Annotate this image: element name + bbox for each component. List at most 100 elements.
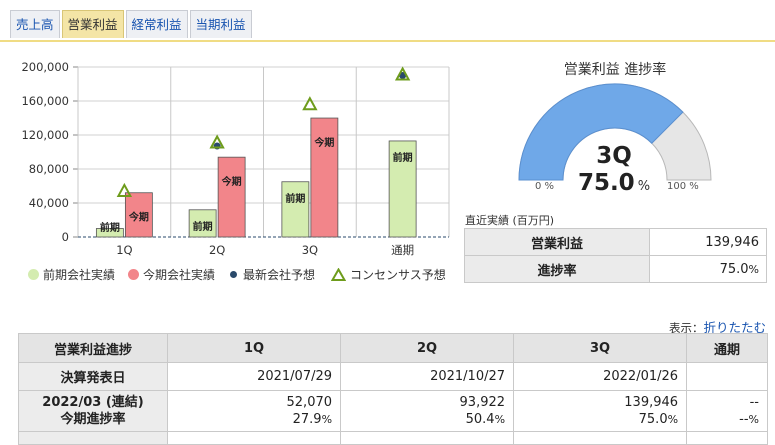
recent-table: 営業利益 139,946 進捗率 75.0% [464,228,767,283]
gauge-percent: 75.0% [555,170,673,196]
y-tick-label: 120,000 [21,128,69,142]
consensus-marker [302,96,318,111]
recent-rate-cell: 75.0% [649,255,767,283]
tab-operating-profit[interactable]: 営業利益 [61,10,124,38]
value-3q: 139,946 [624,395,679,410]
next-row-cell [686,431,768,445]
recent-rate-value: 75.0 [719,261,749,277]
bar-prev-label: 前期 [393,151,413,164]
bar-prev [188,209,217,238]
progress-gauge [518,83,712,181]
gauge-value: 75.0 [577,170,635,196]
recent-row-profit: 営業利益 139,946 [464,228,767,256]
recent-rate-unit: % [748,262,759,276]
y-tick-label: 200,000 [21,60,69,74]
value-2q: 93,922 [459,395,506,410]
x-tick-label: 通期 [391,243,414,257]
collapse-link[interactable]: 折りたたむ [703,320,766,335]
period-row: 2022/03 (連結) 今期進捗率 52,070 27.9% 93,922 50.4… [18,390,768,432]
recent-caption: 直近実績 (百万円) [465,214,555,227]
legend-forecast-label: 最新会社予想 [243,268,316,282]
tab-underline [0,40,775,42]
tab-net-profit[interactable]: 当期利益 [189,10,252,38]
legend-prev-actual: 前期会社実績 [28,266,115,283]
bar-prev [281,181,310,238]
bar-prev [95,228,124,238]
consensus-marker [394,66,411,81]
rate-unit-3q: % [667,413,679,426]
header-3q: 3Q [513,333,688,363]
recent-rate-label: 進捗率 [464,255,650,283]
bar-prev-label: 前期 [285,192,305,205]
bar-chart: 200,000160,000120,00080,00040,0000前期今期1Q… [21,60,450,257]
announce-label: 決算発表日 [18,362,168,391]
next-row-cell [513,431,688,445]
legend-latest-forecast: 最新会社予想 [228,266,315,283]
display-label: 表示： [668,321,704,335]
period-fy: -- --% [686,390,768,432]
rate-unit-2q: % [494,413,506,426]
rate-unit-fy: % [748,413,759,426]
period-label-cell: 2022/03 (連結) 今期進捗率 [18,390,168,432]
next-row [18,431,768,445]
tab-ordinary-profit[interactable]: 経常利益 [125,10,188,38]
legend-curr-swatch [128,269,139,280]
rate-2q: 50.4 [465,412,495,427]
recent-profit-value: 139,946 [649,228,767,256]
announce-row: 決算発表日 2021/07/29 2021/10/27 2022/01/26 [18,362,768,391]
gauge-fill [518,83,684,181]
next-row-label [18,431,168,445]
period-2q: 93,922 50.4% [340,390,515,432]
y-tick-label: 40,000 [29,196,69,210]
rate-3q: 75.0 [638,412,668,427]
gauge-title: 営業利益 進捗率 [563,62,667,78]
bar-curr [124,192,153,238]
announce-fy [686,362,768,391]
period-label: 2022/03 (連結) [42,395,144,410]
y-tick-label: 0 [62,230,69,244]
y-tick-label: 80,000 [29,162,69,176]
gauge-max-label: 100 % [667,181,699,192]
next-row-cell [166,431,342,445]
header-title: 営業利益進捗 [18,333,168,363]
triangle-icon [331,268,346,281]
recent-row-rate: 進捗率 75.0% [464,255,767,283]
header-fy: 通期 [686,333,768,363]
bar-curr [310,117,339,238]
progress-header-row: 営業利益進捗 1Q 2Q 3Q 通期 [18,333,768,363]
gauge-min-label: 0 % [535,181,555,192]
bar-prev-label: 前期 [193,220,213,233]
progress-table: 営業利益進捗 1Q 2Q 3Q 通期 決算発表日 2021/07/29 2021… [18,333,768,445]
consensus-marker [116,182,133,197]
rate-unit-1q: % [321,413,333,426]
y-tick-label: 160,000 [21,94,69,108]
announce-1q: 2021/07/29 [166,362,342,391]
legend-prev-label: 前期会社実績 [43,268,116,282]
x-tick-label: 3Q [302,243,318,257]
legend-prev-swatch [28,269,39,280]
legend-consensus-label: コンセンサス予想 [350,268,446,282]
x-tick-label: 2Q [209,243,225,257]
announce-2q: 2021/10/27 [340,362,515,391]
period-sublabel: 今期進捗率 [60,412,126,427]
bar-curr-label: 今期 [221,175,242,188]
header-2q: 2Q [340,333,515,363]
value-1q: 52,070 [286,395,333,410]
announce-3q: 2022/01/26 [513,362,688,391]
period-1q: 52,070 27.9% [166,390,342,432]
consensus-marker [209,134,225,149]
legend-curr-actual: 今期会社実績 [128,266,215,283]
legend-forecast-swatch [230,271,237,278]
header-1q: 1Q [166,333,342,363]
tab-sales[interactable]: 売上高 [10,10,60,38]
rate-1q: 27.9 [292,412,322,427]
legend-curr-label: 今期会社実績 [143,268,216,282]
display-toggle: 表示：折りたたむ [669,317,766,336]
bar-curr-label: 今期 [128,211,149,224]
legend-consensus: コンセンサス予想 [331,266,446,283]
gauge-unit: % [637,179,651,194]
bar-curr [217,156,246,238]
bar-prev [388,140,417,238]
gauge-quarter: 3Q [596,143,632,169]
tab-bar: 売上高 営業利益 経常利益 当期利益 [10,10,254,40]
